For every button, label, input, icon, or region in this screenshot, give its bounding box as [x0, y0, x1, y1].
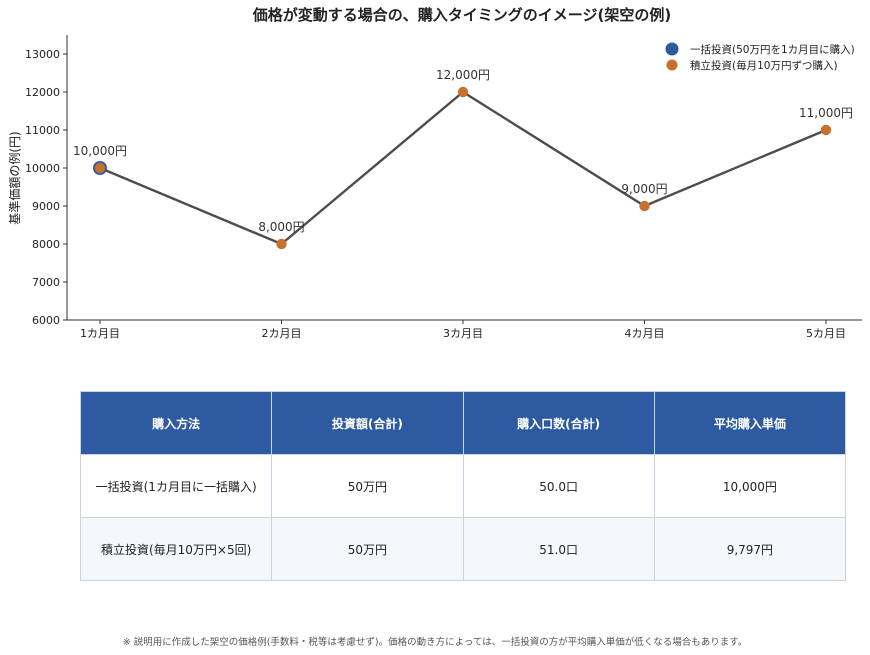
table-cell: 50万円	[271, 454, 464, 518]
x-tick-label: 5カ月目	[806, 327, 846, 340]
header-units-total: 購入口数(合計)	[462, 391, 655, 455]
data-label: 10,000円	[73, 144, 127, 158]
price-series-line	[99, 90, 827, 246]
legend-label: 積立投資(毎月10万円ずつ購入)	[690, 59, 838, 72]
y-tick-label: 9000	[32, 200, 60, 213]
dca-point	[457, 86, 469, 98]
legend-label: 一括投資(50万円を1カ月目に購入)	[690, 43, 855, 56]
y-tick-label: 13000	[25, 48, 60, 61]
data-points	[93, 86, 832, 250]
x-tick-label: 1カ月目	[80, 327, 120, 340]
y-tick-label: 12000	[25, 86, 60, 99]
data-labels: 10,000円 8,000円 12,000円 9,000円 11,000円	[73, 68, 853, 234]
header-avg-price: 平均購入単価	[653, 391, 847, 455]
y-tick-label: 7000	[32, 276, 60, 289]
legend-marker	[666, 59, 678, 71]
dca-point	[639, 200, 650, 212]
table-header-row: 購入方法 投資額(合計) 購入口数(合計) 平均購入単価	[79, 391, 847, 455]
chart-legend: 一括投資(50万円を1カ月目に購入) 積立投資(毎月10万円ずつ購入)	[665, 42, 855, 72]
y-tick-label: 6000	[32, 314, 60, 327]
summary-table: 購入方法 投資額(合計) 購入口数(合計) 平均購入単価 一括投資(1カ月目に一…	[79, 391, 847, 581]
dca-point	[276, 238, 287, 250]
table-row: 積立投資(毎月10万円×5回) 50万円 51.0口 9,797円	[79, 517, 847, 581]
y-axis: 6000 7000 8000 9000 10000 11000 12000 13000	[25, 35, 68, 327]
header-method: 購入方法	[79, 391, 273, 455]
data-label: 8,000円	[258, 220, 304, 234]
y-tick-label: 11000	[25, 124, 60, 137]
table-row: 一括投資(1カ月目に一括購入) 50万円 50.0口 10,000円	[79, 454, 847, 518]
dca-point	[94, 162, 106, 174]
chart-title: 価格が変動する場合の、購入タイミングのイメージ(架空の例)	[252, 6, 671, 24]
y-tick-label: 8000	[32, 238, 60, 251]
data-label: 12,000円	[436, 68, 490, 82]
y-axis-label: 基準価額の例(円)	[7, 131, 22, 224]
data-label: 9,000円	[621, 182, 667, 196]
table-cell: 51.0口	[462, 517, 655, 581]
table-cell: 50万円	[271, 517, 464, 581]
x-tick-label: 2カ月目	[262, 327, 302, 340]
footnote: ※ 説明用に作成した架空の価格例(手数料・税等は考慮せず)。価格の動き方によって…	[122, 637, 748, 648]
table-cell: 10,000円	[653, 454, 847, 518]
data-label: 11,000円	[799, 106, 853, 120]
price-line-chart: 価格が変動する場合の、購入タイミングのイメージ(架空の例) 6000 7000 80…	[7, 6, 862, 340]
y-tick-label: 10000	[25, 162, 60, 175]
dca-point	[820, 124, 832, 136]
x-tick-label: 3カ月目	[443, 327, 483, 340]
legend-marker	[665, 42, 679, 56]
header-invest-total: 投資額(合計)	[271, 391, 464, 455]
table-cell: 一括投資(1カ月目に一括購入)	[79, 454, 273, 518]
table-cell: 50.0口	[462, 454, 655, 518]
x-axis: 1カ月目 2カ月目 3カ月目 4カ月目 5カ月目	[67, 319, 862, 340]
x-tick-label: 4カ月目	[625, 327, 665, 340]
table-cell: 積立投資(毎月10万円×5回)	[79, 517, 273, 581]
table-cell: 9,797円	[653, 517, 847, 581]
